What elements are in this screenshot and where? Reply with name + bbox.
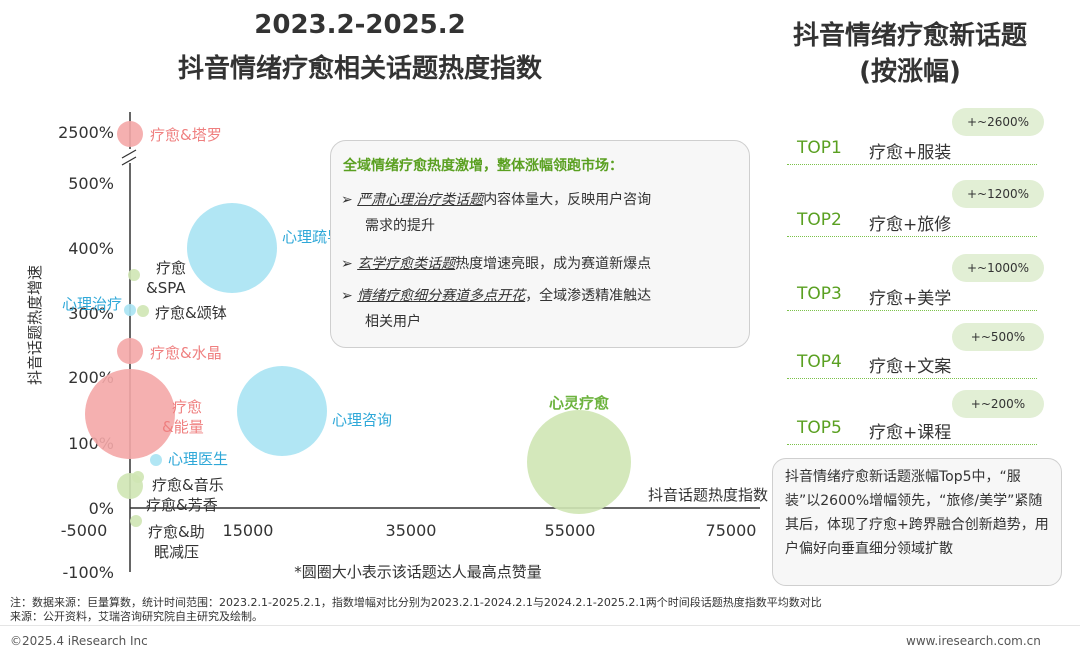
size-note: *圆圈大小表示该话题达人最高点赞量 xyxy=(294,563,542,581)
x-tick-label: 75000 xyxy=(706,521,757,540)
bubble-point xyxy=(187,203,277,293)
rank-label: TOP3 xyxy=(797,284,842,304)
bubble-point xyxy=(527,410,631,514)
axis-break-gap xyxy=(122,149,138,163)
rank-topic: 疗愈+美学 xyxy=(869,289,952,309)
y-tick-label: 500% xyxy=(68,174,114,193)
y-tick-label: 2500% xyxy=(58,123,114,142)
rank-row-1: TOP1 疗愈+服装 xyxy=(787,134,1037,165)
bubble-label: 疗愈&颂钵 xyxy=(155,304,227,322)
rank-row-5: TOP5 疗愈+课程 xyxy=(787,414,1037,445)
bubble-label: 疗愈&芳香 xyxy=(146,496,218,514)
bubble-point xyxy=(130,515,142,527)
right-panel-title: 抖音情绪疗愈新话题 (按涨幅) xyxy=(760,18,1060,90)
rank-row-3: TOP3 疗愈+美学 xyxy=(787,280,1037,311)
bubble-label: 疗愈&助 xyxy=(148,523,205,541)
y-tick-label: 400% xyxy=(68,239,114,258)
bubble-label: 疗愈&水晶 xyxy=(150,344,222,362)
y-tick-label: -100% xyxy=(62,563,114,582)
bubble-point xyxy=(85,369,175,459)
bullet-1-emphasis: 严肃心理治疗类话题 xyxy=(357,192,484,208)
rank-topic: 疗愈+文案 xyxy=(869,357,952,377)
x-tick-label: 35000 xyxy=(386,521,437,540)
bubble-point xyxy=(237,366,327,456)
rank-row-4: TOP4 疗愈+文案 xyxy=(787,348,1037,379)
bubble-label: 心理医生 xyxy=(168,450,228,468)
chart-labels: 疗愈&塔罗心理疏导疗愈&SPA 心理治疗疗愈&颂钵疗愈&水晶疗愈&能量 心理咨询心理… xyxy=(62,126,610,561)
y-axis-title: 抖音话题热度增速 xyxy=(26,265,44,385)
bubble-point xyxy=(124,304,136,316)
bubble-label: 疗愈&能量 xyxy=(162,398,204,436)
y-tick-label: 300% xyxy=(68,304,114,323)
bullet-2-emphasis: 玄学疗愈类话题 xyxy=(357,256,456,272)
summary-box: 抖音情绪疗愈新话题涨幅Top5中，“服装”以2600%增幅领先，“旅修/美学”紧… xyxy=(772,458,1062,586)
chart-axes: 2500%500%400%300%200%100%0%-100%-5000 150… xyxy=(26,112,768,582)
bullet-3-text: ，全域渗透精准触达 xyxy=(525,288,652,304)
bubble-label: 心灵疗愈 xyxy=(549,394,610,412)
rank-topic: 疗愈+课程 xyxy=(869,423,952,443)
bubble-point xyxy=(128,269,140,281)
rank-topic: 疗愈+服装 xyxy=(869,143,952,163)
growth-pill-4: +~500% xyxy=(952,323,1044,351)
bubble-point xyxy=(117,338,143,364)
bubble-label: 眠减压 xyxy=(154,543,199,561)
rank-label: TOP4 xyxy=(797,352,842,372)
rank-label: TOP1 xyxy=(797,138,842,158)
right-title-line2: (按涨幅) xyxy=(859,57,961,87)
bubble-point xyxy=(150,454,162,466)
copyright: ©2025.4 iResearch Inc xyxy=(10,634,148,648)
growth-pill-2: +~1200% xyxy=(952,180,1044,208)
bubble-label: 疗愈&塔罗 xyxy=(150,126,222,144)
y-tick-label: 0% xyxy=(89,499,114,518)
bubble-label: 疗愈&音乐 xyxy=(152,476,224,494)
chart-title-line1: 2023.2-2025.2 xyxy=(254,10,466,40)
callout-bullet-2: ➢ 玄学疗愈类话题热度增速亮眼，成为赛道新爆点 xyxy=(341,251,741,277)
x-tick-label: 55000 xyxy=(545,521,596,540)
footer-source: 来源：公开资料，艾瑞咨询研究院自主研究及绘制。 xyxy=(10,610,263,623)
callout-bullet-3: ➢ 情绪疗愈细分赛道多点开花，全域渗透精准触达 相关用户 xyxy=(341,283,741,335)
callout-heading: 全域情绪疗愈热度激增，整体涨幅领跑市场： xyxy=(343,158,623,174)
chart-title-line2: 抖音情绪疗愈相关话题热度指数 xyxy=(177,54,542,84)
rank-topic: 疗愈+旅修 xyxy=(869,215,952,235)
footer-note: 注：数据来源：巨量算数，统计时间范围：2023.2.1-2025.2.1，指数增… xyxy=(10,596,822,609)
bullet-arrow-icon: ➢ xyxy=(341,256,353,272)
bubble-point xyxy=(117,121,143,147)
bullet-1-text: 内容体量大，反映用户咨询 xyxy=(483,192,652,208)
insight-callout: 全域情绪疗愈热度激增，整体涨幅领跑市场： ➢ 严肃心理治疗类话题内容体量大，反映… xyxy=(330,140,750,348)
rank-row-2: TOP2 疗愈+旅修 xyxy=(787,206,1037,237)
bubble-label: 心理疏导 xyxy=(282,228,342,246)
growth-pill-3: +~1000% xyxy=(952,254,1044,282)
bullet-arrow-icon: ➢ xyxy=(341,192,353,208)
bubble-point xyxy=(117,473,143,499)
axis-break-mark xyxy=(121,156,137,166)
chart-bubbles xyxy=(85,121,631,527)
growth-pill-1: +~2600% xyxy=(952,108,1044,136)
bullet-3-cont: 相关用户 xyxy=(365,314,421,330)
bubble-label: 疗愈&SPA xyxy=(146,259,186,297)
footer-divider xyxy=(0,625,1080,626)
bullet-1-cont: 需求的提升 xyxy=(365,218,435,234)
bullet-arrow-icon: ➢ xyxy=(341,288,353,304)
growth-pill-5: +~200% xyxy=(952,390,1044,418)
bubble-label: 心理治疗 xyxy=(62,295,122,313)
rank-label: TOP2 xyxy=(797,210,842,230)
rank-label: TOP5 xyxy=(797,418,842,438)
right-title-line1: 抖音情绪疗愈新话题 xyxy=(792,21,1027,51)
bubble-point xyxy=(137,305,149,317)
x-tick-label: 15000 xyxy=(223,521,274,540)
axis-break-mark xyxy=(121,149,137,159)
bullet-3-emphasis: 情绪疗愈细分赛道多点开花 xyxy=(357,288,526,304)
x-axis-title: 抖音话题热度指数 xyxy=(648,486,768,504)
bullet-2-text: 热度增速亮眼，成为赛道新爆点 xyxy=(455,256,652,272)
callout-bullet-1: ➢ 严肃心理治疗类话题内容体量大，反映用户咨询 需求的提升 xyxy=(341,187,741,239)
bubble-chart: 2500%500%400%300%200%100%0%-100%-5000 150… xyxy=(26,112,768,582)
website-link[interactable]: www.iresearch.com.cn xyxy=(906,634,1041,648)
x-tick-label: -5000 xyxy=(61,521,108,540)
bubble-label: 心理咨询 xyxy=(332,411,392,429)
